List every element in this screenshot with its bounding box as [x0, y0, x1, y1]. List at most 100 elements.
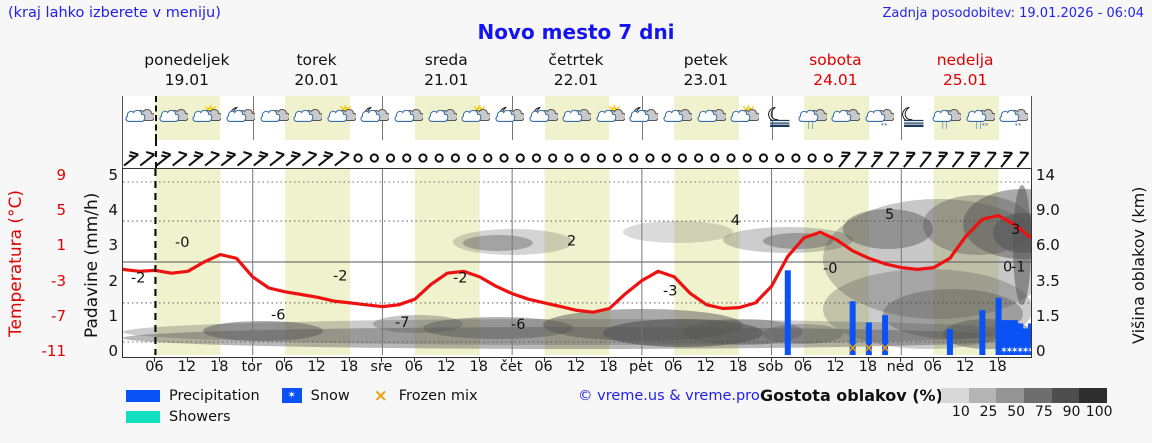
weather-icon-cloudy	[393, 105, 424, 129]
x-tick-label: 18	[469, 359, 488, 375]
svg-text:|: |	[979, 121, 981, 129]
x-axis-ticks: 06 12 18 tor 06 12 18 sre 06 12 18 čet 06 12 18 pet 06 12…	[122, 357, 1030, 381]
temperature-value-label: -3	[663, 283, 677, 299]
x-tick-mark	[349, 357, 350, 362]
cloud-density-patch	[453, 229, 573, 255]
day-header-4: petek 23.01	[641, 50, 771, 90]
day-name: četrtek	[548, 51, 604, 69]
day-date: 24.01	[813, 71, 858, 89]
precip-tick: 5	[108, 166, 118, 184]
cloud-height-axis-title: Višina oblakov (km)	[1129, 186, 1148, 344]
x-tick-mark	[738, 357, 740, 362]
weather-icon-cloudy-snow: * *	[864, 105, 894, 129]
cloud-density-swatch	[941, 388, 969, 403]
x-tick-label: 06	[145, 359, 164, 375]
temp-tick: -11	[41, 342, 67, 360]
cloud-density-swatch	[1024, 388, 1052, 403]
day-name: sobota	[809, 51, 862, 69]
precipitation-bar	[946, 329, 953, 355]
cloud-density-patch	[423, 317, 573, 339]
svg-text:|: |	[945, 121, 947, 129]
precipitation-bar	[995, 297, 1002, 355]
temp-tick: 5	[56, 201, 66, 220]
precipitation-bar	[1000, 320, 1007, 355]
x-tick-mark	[413, 357, 415, 362]
x-tick-mark	[543, 357, 545, 362]
cloud-density-tick-label: 100	[1085, 404, 1113, 420]
legend-frozen-mix-label: Frozen mix	[398, 387, 478, 404]
cloud-density-scale-labels: 10 25 50 75 90 100	[935, 404, 1115, 422]
x-tick-mark	[316, 357, 318, 362]
temperature-value-label: 5	[885, 207, 894, 223]
day-header-2: sreda 21.01	[381, 50, 511, 90]
svg-text:*: *	[881, 123, 884, 129]
weather-icon-partly-moon	[528, 105, 558, 129]
precipitation-bar	[882, 315, 889, 355]
x-tick-mark	[154, 357, 156, 362]
x-tick-label: 12	[307, 359, 326, 375]
cloud-tick: 14	[1036, 166, 1056, 184]
cloud-density-patch	[203, 321, 323, 341]
weather-icon-moon-fog	[763, 105, 793, 129]
svg-text:*: *	[884, 123, 887, 129]
weather-icon-cloudy-rain: | |	[797, 105, 827, 129]
current-time-marker	[155, 140, 158, 168]
weather-icon-partly-moon	[225, 105, 255, 129]
day-header-6: nedelja 25.01	[900, 50, 1030, 90]
temperature-value-label: 3	[1011, 222, 1020, 238]
cloud-height-tick-labels: 14 9.0 6.0 3.5 1.5 0	[1036, 166, 1076, 360]
temperature-value-label: -0	[823, 261, 837, 277]
precipitation-legend: Precipitation ✶ Snow × Frozen mix Shower…	[126, 385, 556, 427]
legend-precipitation: Precipitation	[126, 388, 260, 404]
cloud-tick: 9.0	[1036, 201, 1060, 220]
frozen-mix-marker: ×	[847, 341, 858, 355]
temperature-value-label: -6	[271, 308, 285, 324]
weather-icon-partly-sunny	[595, 105, 625, 129]
precipitation-bar	[1011, 320, 1018, 355]
copyright-link[interactable]: © vreme.us & vreme.pro	[578, 388, 760, 404]
x-tick-label: 12	[566, 359, 586, 375]
x-tick-mark	[576, 357, 577, 362]
x-tick-label: 12	[437, 359, 456, 375]
weather-icon-cloudy-rain: | |	[931, 105, 962, 129]
snow-marker: ✶	[1016, 346, 1024, 355]
cloud-density-swatch	[1079, 388, 1108, 403]
day-header-0: ponedeljek 19.01	[122, 50, 252, 90]
x-tick-mark	[478, 357, 480, 362]
temp-tick: -7	[51, 306, 66, 325]
x-tick-label: 18	[858, 359, 878, 375]
weather-icon-partly-sunny	[460, 105, 491, 129]
x-tick-mark	[219, 357, 221, 362]
legend-showers-label: Showers	[169, 408, 231, 425]
temp-tick: 1	[56, 236, 66, 255]
x-tick-label: 06	[274, 359, 294, 375]
precip-tick: 3	[108, 236, 118, 255]
precip-tick: 1	[108, 306, 118, 325]
cloud-tick: 6.0	[1036, 236, 1060, 255]
x-tick-mark	[997, 357, 999, 362]
precipitation-bar	[849, 301, 856, 355]
location-menu-note[interactable]: (kraj lahko izberete v meniju)	[8, 5, 221, 21]
x-tick-mark	[867, 357, 869, 362]
x-tick-mark	[965, 357, 967, 362]
x-tick-mark	[673, 357, 675, 362]
x-tick-mark	[835, 357, 837, 362]
cloud-tick: 0	[1036, 342, 1046, 360]
weather-icon-cloudy	[259, 105, 289, 129]
svg-text:*: *	[985, 123, 988, 129]
cloud-density-patch	[123, 327, 1031, 349]
x-tick-label: 18	[728, 359, 748, 375]
weather-icon-cloudy-snow: * *	[998, 105, 1029, 129]
day-header-1: torek 20.01	[252, 50, 382, 90]
day-date: 22.01	[553, 71, 599, 89]
weather-icon-partly-moon	[494, 105, 524, 129]
weather-icon-cloudy	[124, 105, 154, 129]
x-tick-label: sre	[370, 359, 393, 375]
wind-barbs	[123, 151, 1030, 168]
precipitation-bar	[1022, 328, 1029, 355]
precipitation-bar	[979, 310, 986, 355]
svg-text:|: |	[975, 121, 977, 129]
cloud-density-patch	[883, 289, 1023, 339]
